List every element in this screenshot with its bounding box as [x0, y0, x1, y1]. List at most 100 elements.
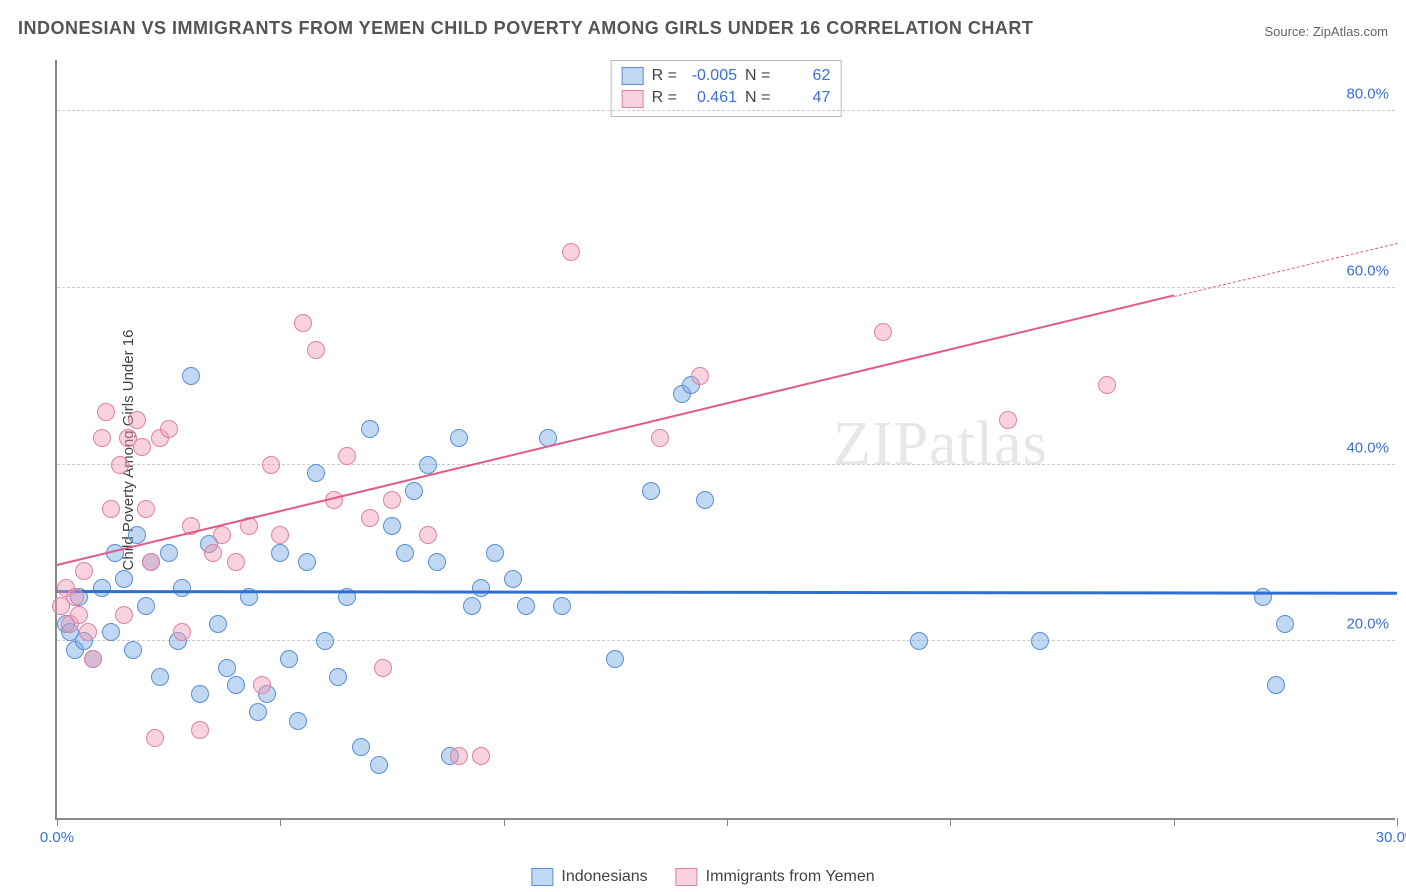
legend-item: Immigrants from Yemen	[676, 868, 875, 886]
data-point	[696, 491, 714, 509]
data-point	[472, 747, 490, 765]
x-tick	[57, 818, 58, 826]
legend: Indonesians Immigrants from Yemen	[531, 868, 874, 886]
data-point	[102, 500, 120, 518]
x-tick	[1397, 818, 1398, 826]
plot-area: ZIPatlas R =-0.005N =62R = 0.461N =47 20…	[55, 60, 1395, 820]
data-point	[289, 712, 307, 730]
data-point	[1098, 376, 1116, 394]
data-point	[160, 544, 178, 562]
gridline	[57, 287, 1395, 288]
data-point	[102, 623, 120, 641]
data-point	[383, 491, 401, 509]
data-point	[227, 553, 245, 571]
x-tick	[504, 818, 505, 826]
data-point	[999, 411, 1017, 429]
legend-item: Indonesians	[531, 868, 647, 886]
data-point	[66, 588, 84, 606]
data-point	[146, 729, 164, 747]
data-point	[79, 623, 97, 641]
data-point	[191, 685, 209, 703]
data-point	[75, 562, 93, 580]
legend-label: Immigrants from Yemen	[706, 868, 875, 886]
data-point	[218, 659, 236, 677]
data-point	[450, 429, 468, 447]
data-point	[213, 526, 231, 544]
data-point	[370, 756, 388, 774]
data-point	[517, 597, 535, 615]
data-point	[191, 721, 209, 739]
data-point	[553, 597, 571, 615]
y-tick-label: 60.0%	[1346, 262, 1389, 279]
data-point	[361, 420, 379, 438]
data-point	[361, 509, 379, 527]
data-point	[249, 703, 267, 721]
data-point	[128, 411, 146, 429]
data-point	[1031, 632, 1049, 650]
chart-area: Child Poverty Among Girls Under 16 ZIPat…	[0, 55, 1406, 845]
stats-row: R = 0.461N =47	[622, 87, 831, 109]
legend-swatch	[676, 868, 698, 886]
data-point	[419, 456, 437, 474]
data-point	[115, 570, 133, 588]
data-point	[124, 641, 142, 659]
stats-row: R =-0.005N =62	[622, 65, 831, 87]
data-point	[307, 464, 325, 482]
data-point	[262, 456, 280, 474]
data-point	[271, 544, 289, 562]
data-point	[472, 579, 490, 597]
data-point	[128, 526, 146, 544]
data-point	[160, 420, 178, 438]
gridline	[57, 640, 1395, 641]
chart-title: INDONESIAN VS IMMIGRANTS FROM YEMEN CHIL…	[18, 18, 1033, 39]
data-point	[280, 650, 298, 668]
source-text: Source: ZipAtlas.com	[1264, 24, 1388, 39]
data-point	[374, 659, 392, 677]
data-point	[70, 606, 88, 624]
data-point	[93, 579, 111, 597]
data-point	[133, 438, 151, 456]
data-point	[396, 544, 414, 562]
data-point	[463, 597, 481, 615]
stats-box: R =-0.005N =62R = 0.461N =47	[611, 60, 842, 117]
data-point	[307, 341, 325, 359]
legend-swatch	[531, 868, 553, 886]
data-point	[271, 526, 289, 544]
data-point	[84, 650, 102, 668]
data-point	[1276, 615, 1294, 633]
data-point	[316, 632, 334, 650]
data-point	[329, 668, 347, 686]
data-point	[874, 323, 892, 341]
data-point	[227, 676, 245, 694]
data-point	[253, 676, 271, 694]
data-point	[137, 500, 155, 518]
data-point	[1267, 676, 1285, 694]
data-point	[419, 526, 437, 544]
data-point	[405, 482, 423, 500]
data-point	[209, 615, 227, 633]
data-point	[151, 668, 169, 686]
data-point	[428, 553, 446, 571]
data-point	[383, 517, 401, 535]
data-point	[338, 447, 356, 465]
legend-swatch	[622, 90, 644, 108]
data-point	[562, 243, 580, 261]
data-point	[298, 553, 316, 571]
data-point	[486, 544, 504, 562]
gridline	[57, 110, 1395, 111]
data-point	[115, 606, 133, 624]
data-point	[93, 429, 111, 447]
data-point	[691, 367, 709, 385]
x-tick	[727, 818, 728, 826]
x-tick	[280, 818, 281, 826]
y-tick-label: 20.0%	[1346, 616, 1389, 633]
legend-label: Indonesians	[561, 868, 647, 886]
data-point	[294, 314, 312, 332]
data-point	[606, 650, 624, 668]
data-point	[137, 597, 155, 615]
gridline	[57, 464, 1395, 465]
data-point	[142, 553, 160, 571]
y-tick-label: 40.0%	[1346, 439, 1389, 456]
x-tick	[950, 818, 951, 826]
x-tick	[1174, 818, 1175, 826]
